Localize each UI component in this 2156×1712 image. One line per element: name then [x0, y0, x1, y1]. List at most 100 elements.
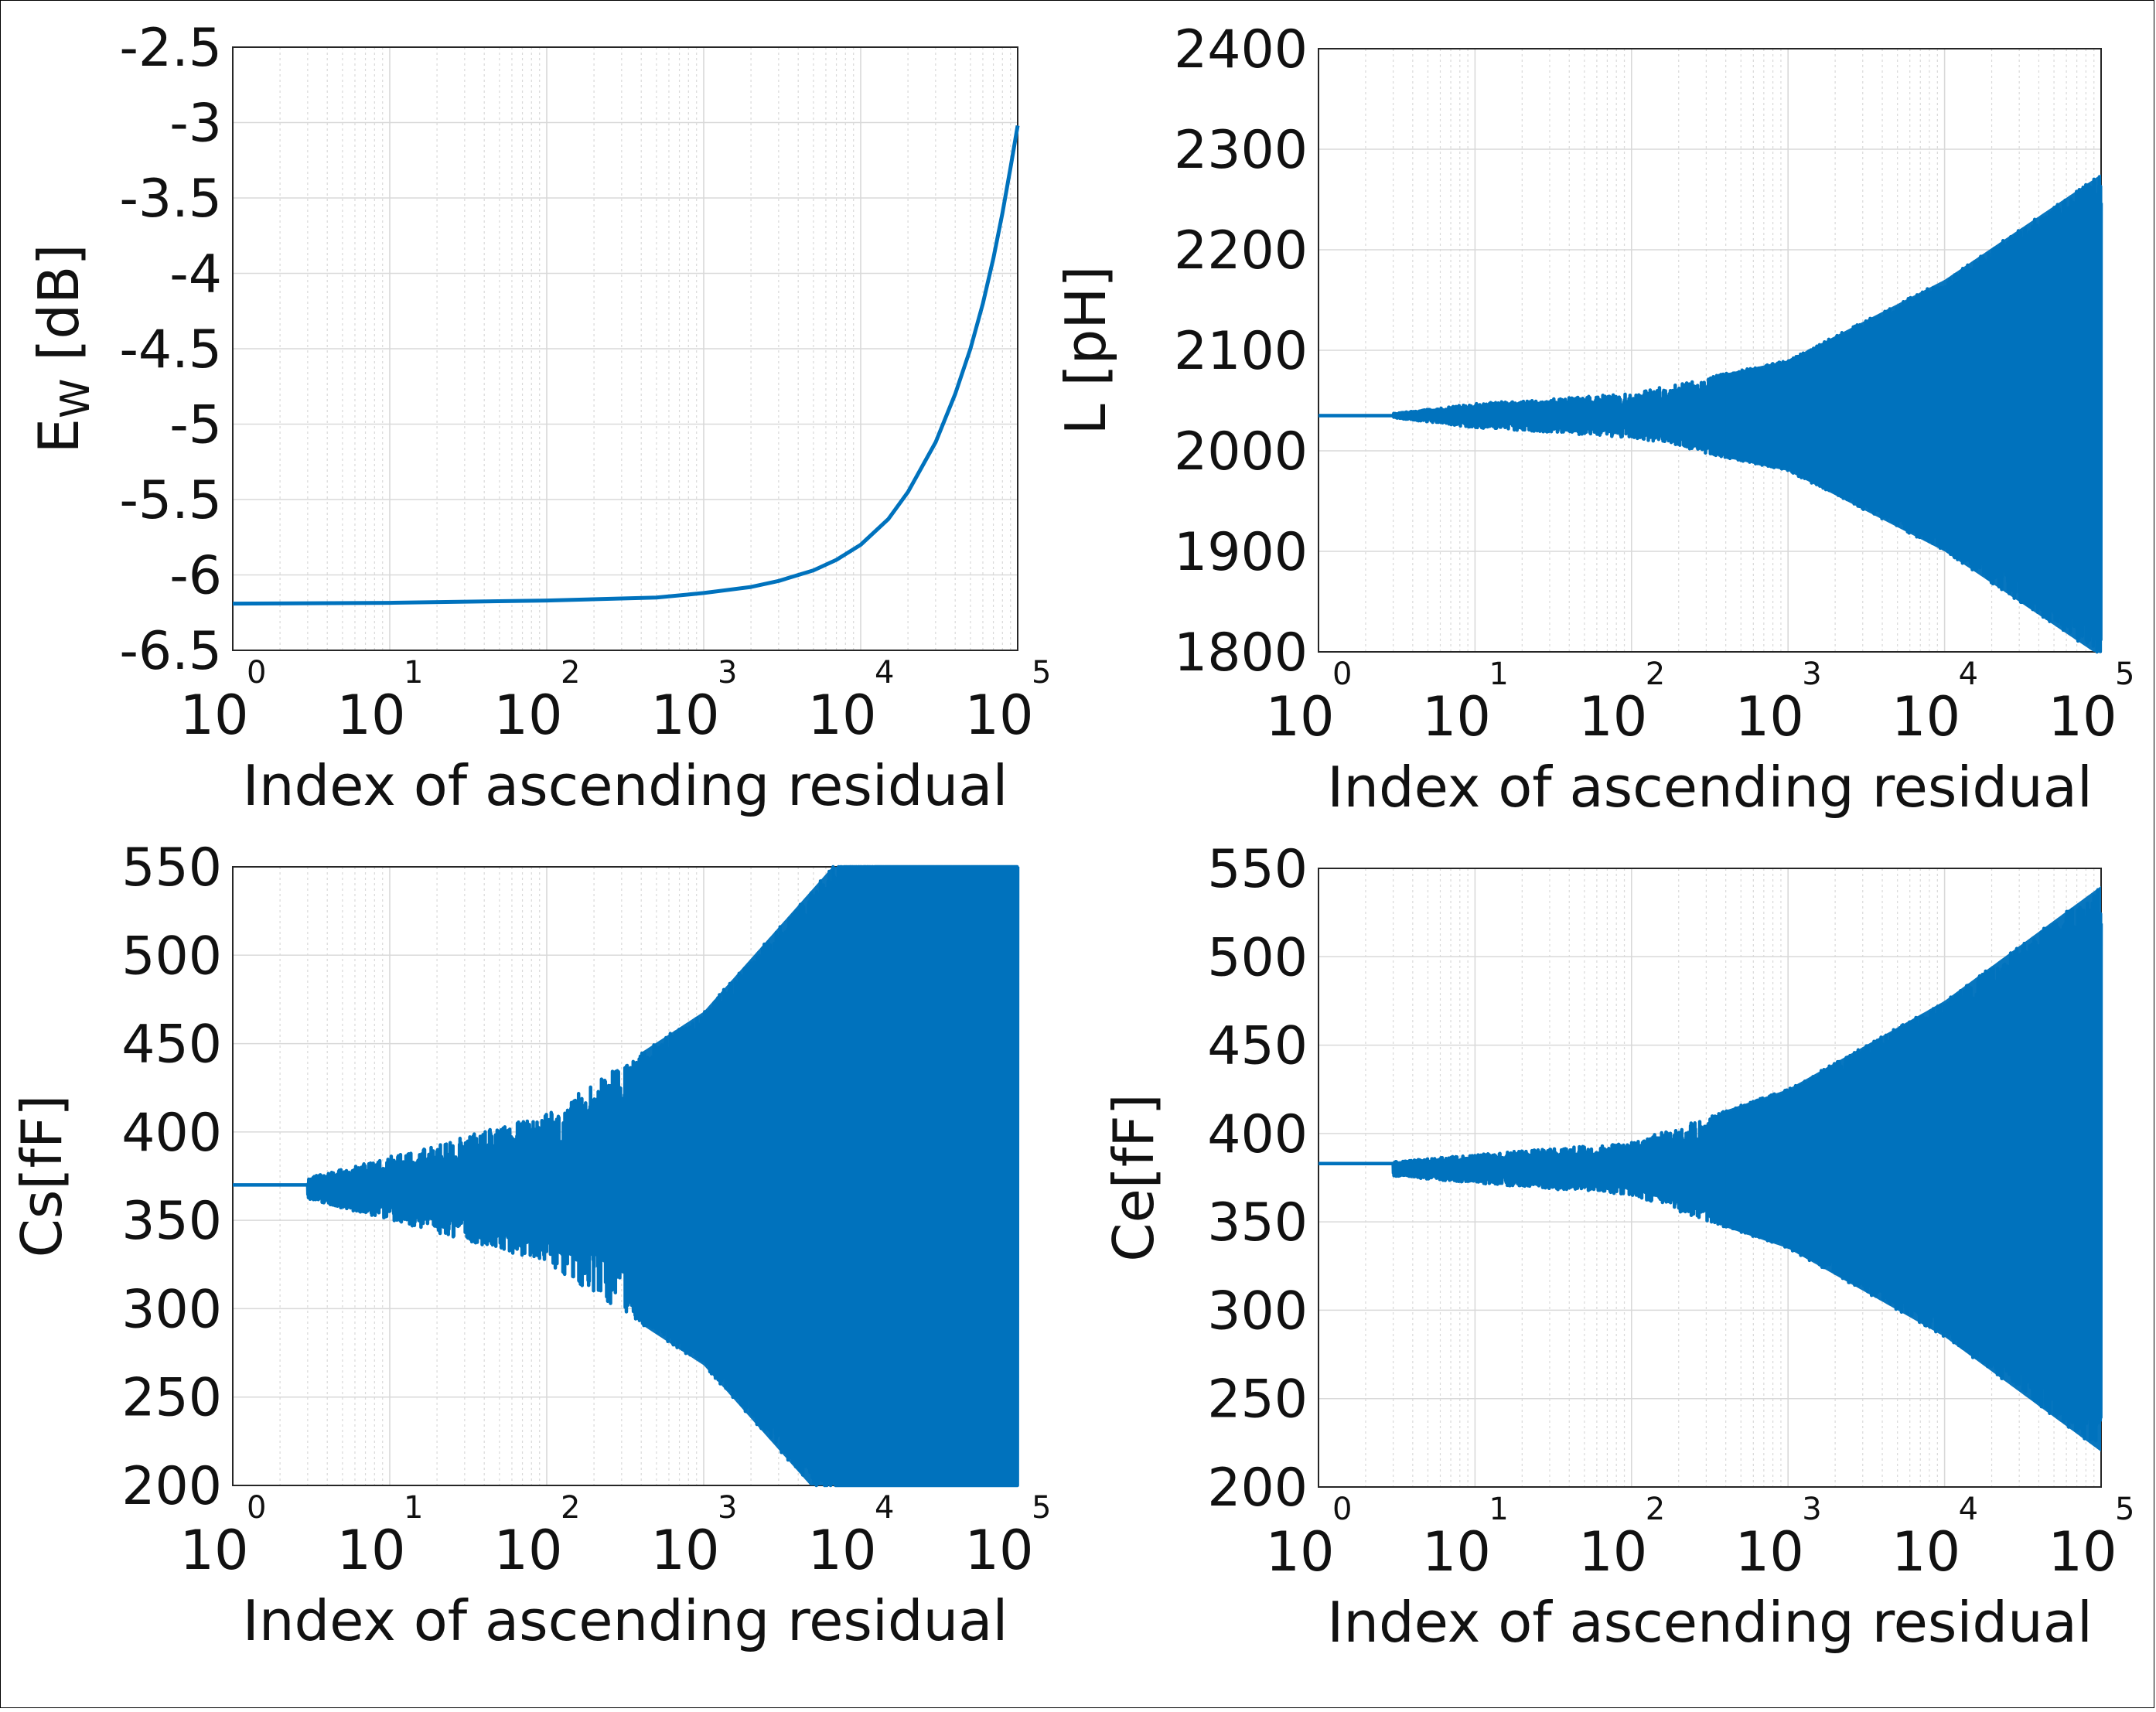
x-tick-exponent: 5: [2115, 1492, 2134, 1527]
x-tick-label: 10: [1578, 685, 1647, 749]
y-tick-label: 200: [1207, 1458, 1308, 1519]
x-axis-label: Index of ascending residual: [243, 753, 1008, 818]
series-band: [640, 867, 1018, 1485]
x-tick-exponent: 4: [1959, 1492, 1978, 1527]
y-tick-label: 450: [121, 1015, 222, 1076]
axes-frame: [232, 46, 1018, 651]
x-tick-label: 10: [179, 684, 248, 747]
y-tick-label: 2100: [1174, 321, 1308, 382]
x-tick-exponent: 0: [247, 655, 266, 691]
y-tick-label: 300: [121, 1279, 222, 1340]
x-tick-label: 10: [650, 684, 719, 747]
grid: [232, 46, 1018, 651]
x-tick-label: 10: [1422, 685, 1491, 749]
x-tick-label: 10: [2048, 1520, 2117, 1584]
x-axis-label: Index of ascending residual: [243, 1588, 1008, 1653]
x-tick-label: 10: [493, 684, 562, 747]
x-tick-label: 10: [1735, 1520, 1804, 1584]
x-tick-label: 10: [493, 1519, 562, 1582]
x-tick-label: 10: [964, 1519, 1033, 1582]
x-tick-exponent: 3: [718, 655, 737, 691]
x-tick-label: 10: [807, 1519, 876, 1582]
y-tick-label: -6.5: [119, 621, 222, 682]
y-tick-label: 400: [1207, 1104, 1308, 1165]
y-axis-label: Cs[fF]: [9, 1095, 74, 1258]
y-tick-label: -5.5: [119, 470, 222, 531]
y-axis-label: Ce[fF]: [1101, 1093, 1166, 1262]
x-tick-exponent: 1: [404, 655, 423, 691]
y-tick-label: 550: [1207, 839, 1308, 900]
y-tick-label: -3.5: [119, 169, 222, 230]
y-tick-label: 2000: [1174, 421, 1308, 483]
y-tick-label: 500: [121, 926, 222, 987]
y-tick-label: -4.5: [119, 319, 222, 380]
y-tick-labels: 200 250 300 350 400 450 500 550: [1207, 839, 1308, 1519]
x-tick-exponent: 3: [1802, 656, 1821, 692]
y-tick-label: 200: [121, 1456, 222, 1517]
y-tick-label: -5: [169, 395, 222, 456]
series-band: [1725, 885, 2101, 1452]
y-label-main: E: [26, 418, 91, 454]
x-tick-exponent: 1: [1489, 1492, 1508, 1527]
y-tick-label: -2.5: [119, 18, 222, 79]
y-tick-label: 250: [121, 1368, 222, 1429]
y-axis-label: L [pH]: [1053, 265, 1118, 435]
y-tick-labels: -6.5 -6 -5.5 -5 -4.5 -4 -3.5 -3 -2.5: [119, 18, 222, 682]
x-tick-exponent: 4: [875, 655, 894, 691]
x-tick-exponent: 1: [404, 1490, 423, 1526]
x-tick-label: 10: [964, 684, 1033, 747]
series-cs: [233, 865, 1020, 1488]
series-l: [1319, 174, 2103, 654]
x-tick-label: 10: [1892, 1520, 1960, 1584]
series-band: [1725, 174, 2101, 652]
x-tick-exponent: 4: [875, 1490, 894, 1526]
panel-ew: -6.5-6-5.5-5-4.5-4-3.5-3-2.5 10010110210…: [26, 18, 1051, 818]
y-tick-label: 550: [121, 837, 222, 899]
y-tick-label: 450: [1207, 1016, 1308, 1077]
x-tick-label: 10: [2048, 685, 2117, 749]
x-tick-exponent: 2: [1646, 1492, 1665, 1527]
y-tick-label: 350: [1207, 1192, 1308, 1253]
x-tick-exponent: 0: [1332, 656, 1352, 692]
y-label-sub: W: [53, 379, 99, 418]
y-tick-label: 250: [1207, 1369, 1308, 1431]
series-ew: [232, 124, 1020, 606]
x-tick-label: 10: [1422, 1520, 1491, 1584]
x-tick-exponent: 4: [1959, 656, 1978, 692]
x-tick-exponent: 1: [1489, 656, 1508, 692]
x-tick-label: 10: [1735, 685, 1804, 749]
x-tick-exponent: 5: [1032, 1490, 1051, 1526]
x-tick-exponent: 5: [2115, 656, 2134, 692]
y-tick-label: 350: [121, 1191, 222, 1252]
y-tick-label: -6: [169, 546, 222, 607]
series-ce: [1319, 885, 2103, 1452]
y-tick-label: -3: [169, 94, 222, 155]
y-tick-label: 500: [1207, 927, 1308, 988]
y-tick-label: 2300: [1174, 120, 1308, 181]
y-label-tail: [dB]: [26, 244, 91, 378]
y-tick-label: 2200: [1174, 220, 1308, 281]
x-tick-label: 10: [336, 1519, 405, 1582]
x-tick-label: 10: [179, 1519, 248, 1582]
y-tick-labels: 1800 1900 2000 2100 2200 2300 2400: [1174, 19, 1308, 684]
x-tick-exponent: 2: [1646, 656, 1665, 692]
y-tick-label: 300: [1207, 1281, 1308, 1342]
x-axis-label: Index of ascending residual: [1327, 755, 2093, 820]
x-tick-label: 10: [1578, 1520, 1647, 1584]
y-tick-label: 400: [121, 1103, 222, 1164]
series-line: [232, 124, 1020, 606]
x-tick-exponent: 0: [1332, 1492, 1352, 1527]
x-tick-exponent: 2: [561, 655, 580, 691]
x-tick-label: 10: [1265, 1520, 1334, 1584]
x-tick-label: 10: [1892, 685, 1960, 749]
x-tick-exponent: 5: [1032, 655, 1051, 691]
x-tick-label: 10: [1265, 685, 1334, 749]
y-tick-label: 1800: [1174, 622, 1308, 684]
x-tick-exponent: 3: [1802, 1492, 1821, 1527]
